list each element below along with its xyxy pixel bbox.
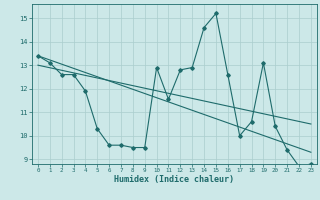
X-axis label: Humidex (Indice chaleur): Humidex (Indice chaleur) bbox=[115, 175, 234, 184]
